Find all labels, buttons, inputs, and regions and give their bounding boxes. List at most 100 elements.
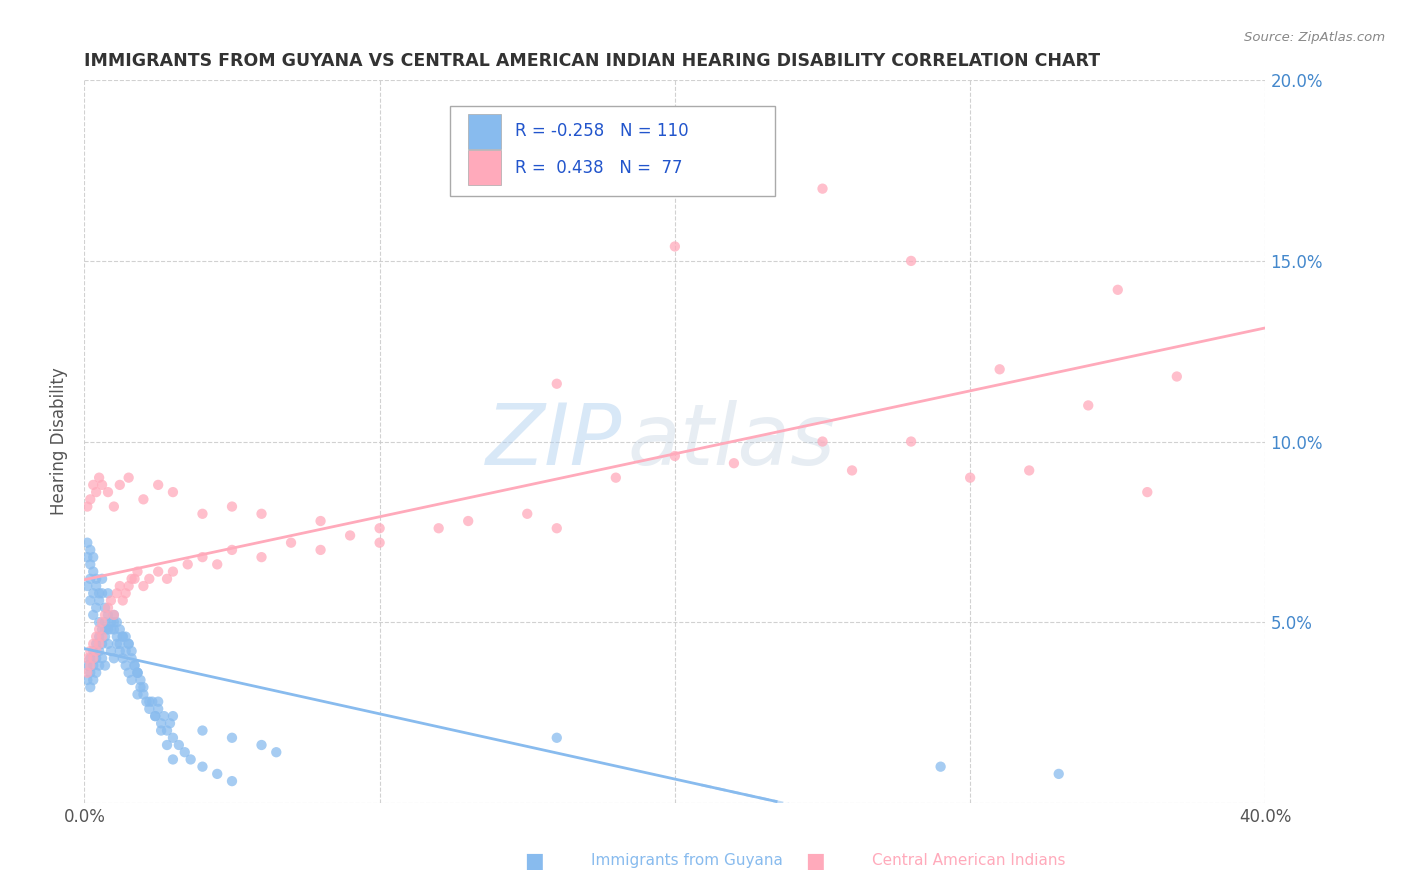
Point — [94, 615, 117, 630]
Point — [87, 644, 111, 658]
Point — [148, 695, 170, 709]
Point — [82, 651, 104, 665]
Point — [91, 623, 114, 637]
Point — [141, 695, 163, 709]
Text: ■: ■ — [806, 851, 825, 871]
Point — [76, 579, 98, 593]
Point — [79, 644, 101, 658]
Point — [94, 623, 117, 637]
Point — [105, 586, 128, 600]
Point — [79, 658, 101, 673]
Point — [82, 673, 104, 687]
Point — [114, 658, 136, 673]
Point — [91, 651, 114, 665]
Y-axis label: Hearing Disability: Hearing Disability — [51, 368, 69, 516]
Point — [111, 593, 134, 607]
Point — [94, 630, 117, 644]
Point — [79, 680, 101, 694]
Point — [76, 658, 98, 673]
Point — [159, 716, 181, 731]
Point — [129, 680, 152, 694]
Point — [103, 623, 125, 637]
Point — [959, 471, 981, 485]
Point — [221, 500, 243, 514]
Point — [124, 572, 146, 586]
Point — [87, 637, 111, 651]
Point — [148, 702, 170, 716]
Point — [124, 658, 146, 673]
Text: Immigrants from Guyana: Immigrants from Guyana — [591, 854, 782, 868]
Point — [103, 607, 125, 622]
Point — [111, 651, 134, 665]
Point — [1018, 463, 1040, 477]
Point — [173, 745, 195, 759]
Point — [82, 644, 104, 658]
Point — [84, 630, 107, 644]
Point — [150, 723, 173, 738]
Point — [148, 565, 170, 579]
Point — [84, 651, 107, 665]
Point — [207, 558, 229, 572]
Point — [84, 644, 107, 658]
Point — [162, 709, 184, 723]
Point — [91, 637, 114, 651]
Point — [180, 752, 202, 766]
Point — [177, 558, 200, 572]
Point — [167, 738, 190, 752]
Point — [148, 478, 170, 492]
Point — [207, 767, 229, 781]
Point — [156, 572, 179, 586]
Point — [103, 607, 125, 622]
Point — [94, 607, 117, 622]
Point — [368, 521, 391, 535]
Point — [87, 471, 111, 485]
Point — [79, 492, 101, 507]
Point — [100, 615, 122, 630]
Point — [127, 665, 149, 680]
Point — [1166, 369, 1188, 384]
Point — [250, 507, 273, 521]
Point — [103, 651, 125, 665]
Point — [114, 630, 136, 644]
Point — [118, 637, 141, 651]
Point — [100, 644, 122, 658]
Point — [121, 651, 143, 665]
Point — [118, 579, 141, 593]
Point — [97, 485, 120, 500]
Point — [100, 593, 122, 607]
Point — [118, 665, 141, 680]
Point — [127, 565, 149, 579]
Point — [138, 695, 160, 709]
Point — [79, 651, 101, 665]
Point — [132, 492, 155, 507]
Point — [91, 615, 114, 630]
Point — [118, 471, 141, 485]
Point — [76, 500, 98, 514]
Point — [97, 600, 120, 615]
Point — [811, 434, 834, 449]
Point — [105, 630, 128, 644]
Point — [143, 709, 166, 723]
Point — [516, 507, 538, 521]
Point — [114, 644, 136, 658]
Point — [221, 731, 243, 745]
FancyBboxPatch shape — [468, 114, 502, 149]
Point — [309, 542, 332, 557]
Point — [723, 456, 745, 470]
Point — [266, 745, 288, 759]
Point — [121, 673, 143, 687]
Point — [79, 593, 101, 607]
FancyBboxPatch shape — [468, 151, 502, 185]
Point — [103, 615, 125, 630]
Point — [79, 665, 101, 680]
Point — [162, 565, 184, 579]
Point — [108, 623, 131, 637]
Point — [127, 687, 149, 701]
Point — [132, 680, 155, 694]
Point — [841, 463, 863, 477]
Point — [97, 607, 120, 622]
Point — [162, 731, 184, 745]
Point — [76, 665, 98, 680]
Point — [121, 572, 143, 586]
Point — [91, 630, 114, 644]
